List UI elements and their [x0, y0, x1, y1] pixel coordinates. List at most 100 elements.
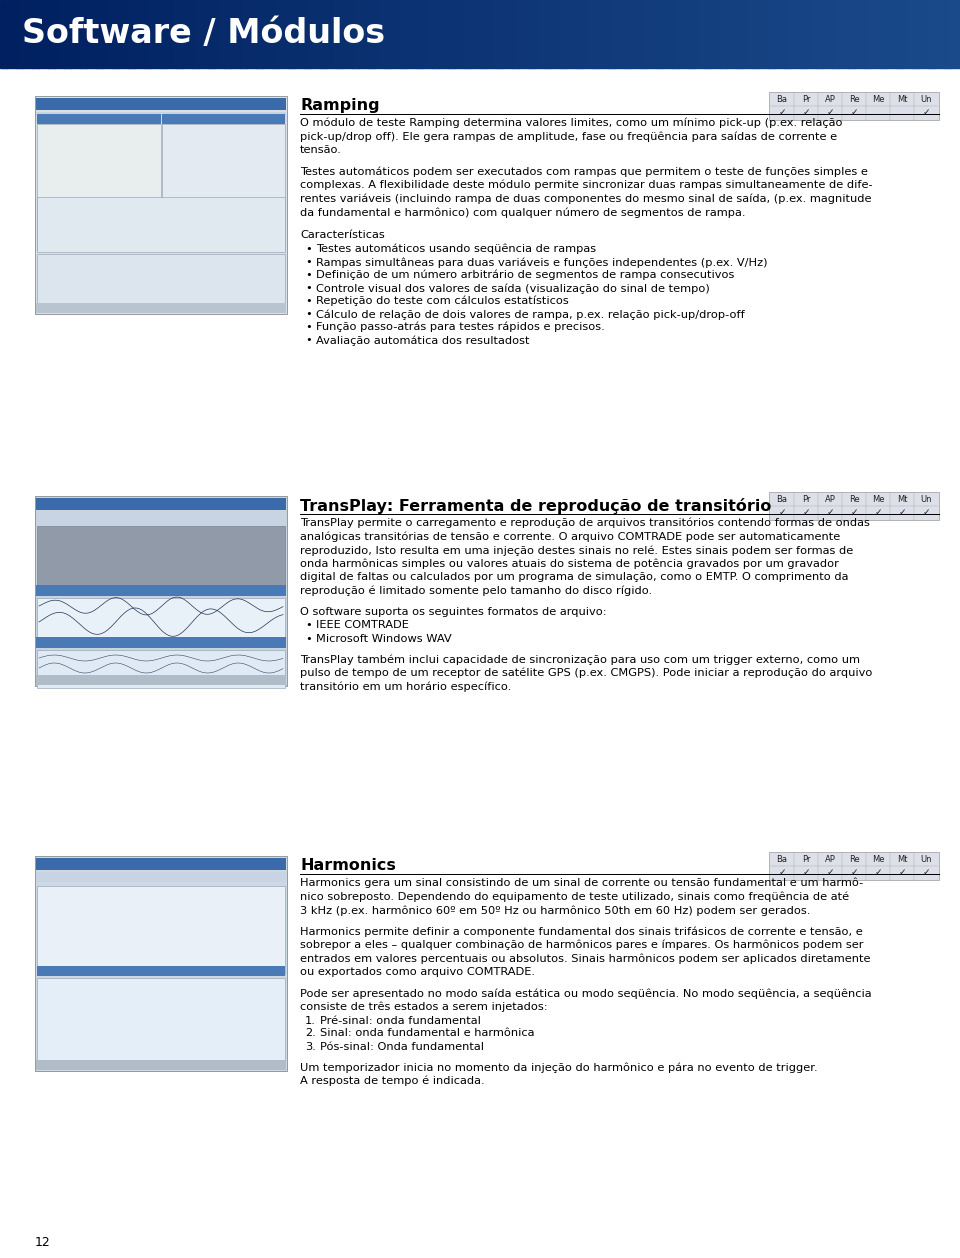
- Bar: [35, 96, 287, 314]
- Bar: [564, 0, 567, 68]
- Bar: [557, 0, 561, 68]
- Bar: [396, 0, 400, 68]
- Text: ✓: ✓: [779, 507, 785, 517]
- Text: Avaliação automática dos resultadost: Avaliação automática dos resultadost: [316, 335, 530, 346]
- Bar: [880, 0, 884, 68]
- Text: •: •: [305, 244, 312, 254]
- Bar: [400, 0, 404, 68]
- Bar: [679, 0, 683, 68]
- Bar: [448, 0, 452, 68]
- Text: Un: Un: [921, 94, 932, 103]
- Bar: [521, 0, 525, 68]
- Bar: [480, 0, 484, 68]
- Bar: [454, 0, 458, 68]
- Bar: [794, 0, 798, 68]
- Bar: [487, 0, 491, 68]
- Bar: [902, 0, 906, 68]
- Text: Cálculo de relação de dois valores de rampa, p.ex. relação pick-up/drop-off: Cálculo de relação de dois valores de ra…: [316, 309, 745, 320]
- Bar: [516, 0, 519, 68]
- Bar: [250, 0, 253, 68]
- Text: Ba: Ba: [777, 494, 787, 503]
- Bar: [477, 0, 481, 68]
- Text: ✓: ✓: [899, 868, 905, 877]
- Bar: [36, 637, 286, 648]
- Text: ✓: ✓: [803, 107, 809, 117]
- Bar: [281, 0, 285, 68]
- Bar: [758, 0, 762, 68]
- Bar: [838, 0, 842, 68]
- Bar: [717, 0, 721, 68]
- Text: •: •: [305, 283, 312, 293]
- Bar: [67, 0, 71, 68]
- Bar: [809, 0, 813, 68]
- Bar: [384, 0, 388, 68]
- Bar: [636, 0, 640, 68]
- Bar: [653, 0, 657, 68]
- Bar: [672, 0, 676, 68]
- Bar: [787, 0, 791, 68]
- Bar: [37, 125, 161, 250]
- Bar: [857, 0, 861, 68]
- Bar: [752, 0, 756, 68]
- Bar: [874, 0, 877, 68]
- Bar: [621, 0, 625, 68]
- Bar: [35, 496, 287, 686]
- Bar: [432, 0, 436, 68]
- Bar: [12, 0, 16, 68]
- Bar: [391, 0, 395, 68]
- Bar: [710, 0, 714, 68]
- Bar: [37, 526, 285, 594]
- Bar: [381, 0, 385, 68]
- Bar: [272, 0, 276, 68]
- Bar: [37, 966, 285, 976]
- Bar: [496, 0, 500, 68]
- Bar: [118, 0, 122, 68]
- Text: Harmonics permite definir a componente fundamental dos sinais trifásicos de corr: Harmonics permite definir a componente f…: [300, 926, 863, 937]
- Bar: [394, 0, 397, 68]
- Bar: [806, 0, 810, 68]
- Text: AP: AP: [825, 854, 835, 863]
- Bar: [240, 0, 244, 68]
- Bar: [103, 0, 107, 68]
- Bar: [314, 0, 318, 68]
- Bar: [876, 0, 880, 68]
- Bar: [224, 0, 228, 68]
- Bar: [365, 0, 369, 68]
- Bar: [37, 114, 161, 125]
- Bar: [775, 0, 779, 68]
- Bar: [180, 0, 183, 68]
- Bar: [295, 0, 299, 68]
- Bar: [765, 0, 769, 68]
- Bar: [122, 0, 126, 68]
- Text: •: •: [305, 620, 312, 630]
- Bar: [934, 0, 938, 68]
- Text: pick-up/drop off). Ele gera rampas de amplitude, fase ou freqüência para saídas : pick-up/drop off). Ele gera rampas de am…: [300, 132, 837, 142]
- Bar: [36, 498, 286, 509]
- Bar: [77, 0, 81, 68]
- Bar: [883, 0, 887, 68]
- Bar: [48, 0, 52, 68]
- Text: Me: Me: [872, 494, 884, 503]
- Bar: [576, 0, 580, 68]
- Bar: [189, 0, 193, 68]
- Bar: [470, 0, 474, 68]
- Bar: [343, 0, 347, 68]
- Text: Software / Módulos: Software / Módulos: [22, 18, 385, 50]
- Bar: [544, 0, 548, 68]
- Text: onda harmônicas simples ou valores atuais do sistema de potência gravados por um: onda harmônicas simples ou valores atuai…: [300, 559, 839, 569]
- Bar: [749, 0, 753, 68]
- Text: ✓: ✓: [851, 507, 857, 517]
- Bar: [435, 0, 439, 68]
- Bar: [36, 112, 286, 122]
- Bar: [660, 0, 663, 68]
- Text: 3 kHz (p.ex. harmônico 60º em 50º Hz ou harmônico 50th em 60 Hz) podem ser gerad: 3 kHz (p.ex. harmônico 60º em 50º Hz ou …: [300, 905, 810, 916]
- Bar: [675, 0, 679, 68]
- Bar: [112, 0, 116, 68]
- Text: Pré-sinal: onda fundamental: Pré-sinal: onda fundamental: [320, 1015, 481, 1025]
- Text: digital de faltas ou calculados por um programa de simulação, como o EMTP. O com: digital de faltas ou calculados por um p…: [300, 572, 849, 582]
- Bar: [413, 0, 417, 68]
- Bar: [204, 0, 208, 68]
- Text: ✓: ✓: [779, 868, 785, 877]
- Bar: [377, 0, 381, 68]
- Bar: [163, 0, 167, 68]
